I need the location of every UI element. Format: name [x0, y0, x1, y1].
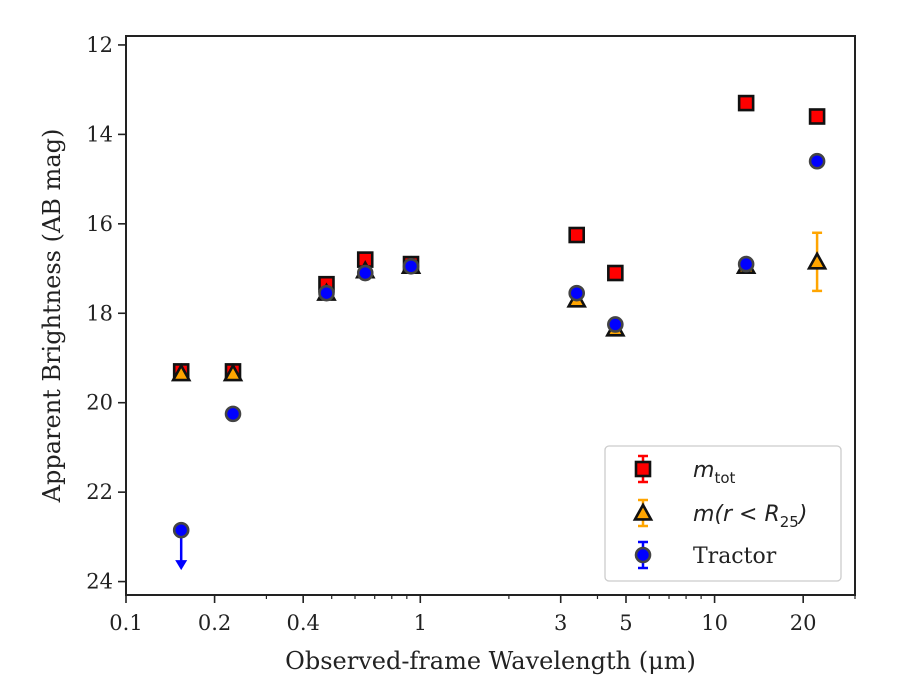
legend-marker: [632, 502, 654, 521]
legend-label: m(r < R25): [693, 502, 807, 531]
x-axis-title: Observed-frame Wavelength (μm): [285, 647, 696, 675]
data-point-tractor: [808, 152, 826, 170]
axes: 0.1 0.2 0.4 1 3 5 10 20 12 14 16 18 20 22 24: [86, 33, 856, 635]
legend-entry-2: Tractor: [634, 540, 777, 570]
plot-frame: [125, 35, 856, 596]
y-tick-label: 12: [86, 33, 113, 57]
x-tick-label: 0.4: [286, 611, 319, 635]
y-tick-label: 14: [86, 122, 113, 146]
legend-entry-0: mtot: [634, 454, 735, 487]
y-tick-label: 18: [86, 301, 113, 325]
data-point-tractor: [607, 316, 624, 333]
data-point-tractor: [568, 284, 586, 302]
legend-marker: [634, 460, 652, 478]
data-point-m_tot: [808, 108, 826, 125]
y-tick-label: 20: [86, 391, 113, 415]
data-point-m_tot: [607, 264, 624, 282]
data-point-m_r25: [170, 362, 192, 382]
x-tick-label: 5: [619, 611, 632, 635]
series-m_tot: [172, 94, 826, 380]
series-tractor: [172, 152, 826, 571]
upper-limit-arrow-head: [175, 560, 188, 571]
legend-label: Tractor: [693, 544, 777, 569]
data-point-tractor: [737, 255, 755, 273]
x-tick-label: 3: [554, 611, 567, 635]
y-axis-title: Apparent Brightness (AB mag): [38, 129, 66, 504]
x-tick-label: 0.1: [109, 611, 142, 635]
data-point-m_r25: [806, 251, 828, 270]
x-tick-label: 0.2: [198, 611, 231, 635]
data-point-tractor: [402, 258, 420, 275]
legend-marker: [634, 546, 652, 564]
x-tick-label: 10: [701, 611, 728, 635]
data-point-tractor: [172, 521, 190, 539]
legend-label: mtot: [693, 458, 735, 487]
plot-area: [170, 94, 828, 571]
data-point-m_tot: [737, 94, 755, 112]
y-tick-label: 24: [86, 570, 113, 594]
x-tick-label: 20: [790, 611, 817, 635]
legend-box: [604, 445, 842, 582]
y-tick-label: 16: [86, 212, 113, 236]
y-tick-label: 22: [86, 480, 113, 504]
data-point-tractor: [318, 284, 335, 302]
data-point-tractor: [356, 264, 374, 282]
legend-entry-1: m(r < R25): [632, 498, 807, 531]
data-point-tractor: [224, 405, 242, 423]
data-point-m_r25: [222, 362, 244, 382]
series-m_r25: [170, 231, 828, 382]
legend: mtot m(r < R25) Tractor: [604, 445, 842, 582]
data-point-m_tot: [568, 226, 586, 244]
x-tick-label: 1: [414, 611, 427, 635]
